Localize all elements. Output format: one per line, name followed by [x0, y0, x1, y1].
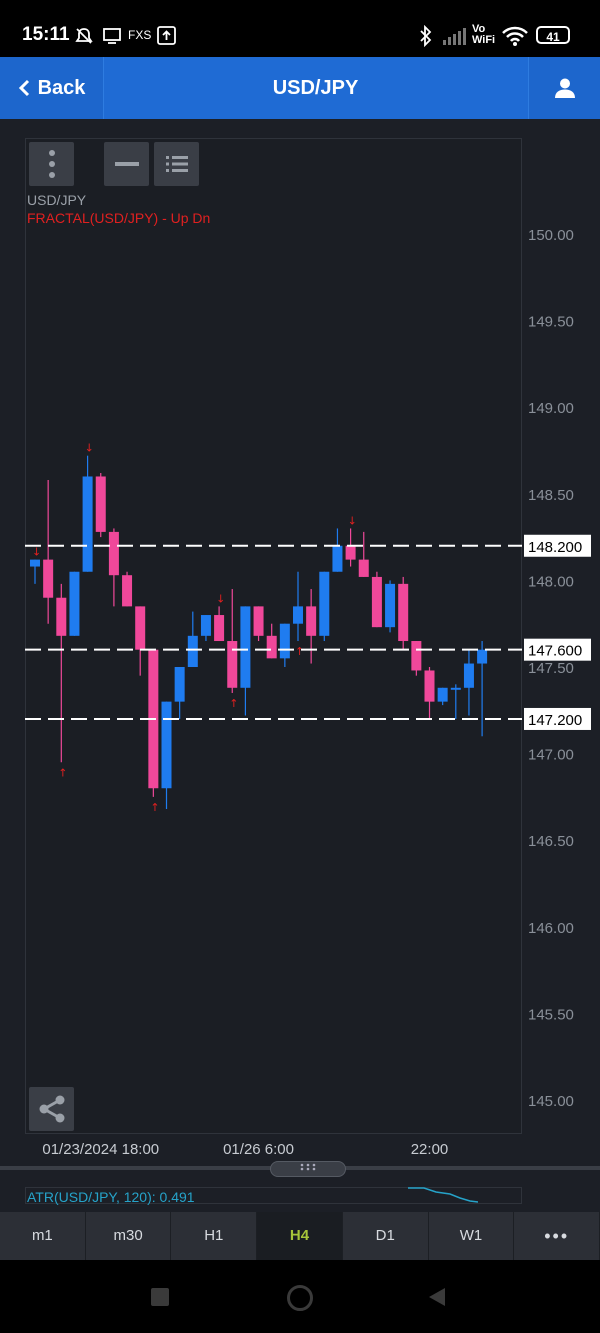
status-time: 15:11: [22, 24, 70, 45]
atr-panel: [25, 1187, 522, 1204]
chevron-left-icon: [18, 79, 29, 97]
tab-m1[interactable]: m1: [0, 1212, 86, 1260]
tab-m30[interactable]: m30: [85, 1212, 172, 1260]
account-button[interactable]: [528, 57, 600, 119]
tab-more[interactable]: •••: [514, 1212, 600, 1260]
tab-h4[interactable]: H4: [257, 1212, 343, 1260]
share-button[interactable]: [29, 1087, 74, 1131]
signal-icon: [443, 28, 466, 45]
line-tool-button[interactable]: [104, 142, 149, 186]
indicator-list-button[interactable]: [154, 142, 199, 186]
monitor-icon: [103, 28, 121, 44]
share-icon: [39, 1095, 64, 1123]
back-nav-icon[interactable]: [428, 1287, 446, 1307]
atr-line: [408, 1187, 478, 1203]
mute-icon: [75, 28, 93, 44]
system-nav-bar: [0, 1260, 600, 1333]
app-header: Back USD/JPY: [0, 57, 600, 120]
battery-indicator: 41: [536, 26, 570, 44]
back-button[interactable]: Back: [0, 57, 104, 119]
status-bar: 15:11 FXS Vo WiFi 41: [0, 0, 600, 57]
home-icon[interactable]: [286, 1284, 314, 1312]
page-title: USD/JPY: [272, 77, 359, 99]
recents-icon[interactable]: [151, 1288, 169, 1306]
status-carrier: FXS: [128, 28, 152, 42]
back-button-label: Back: [37, 76, 86, 99]
chart-menu-button[interactable]: [29, 142, 74, 186]
vowifi-indicator: Vo WiFi: [472, 23, 496, 46]
minus-icon: [114, 162, 139, 166]
grip-icon: [300, 1163, 316, 1171]
fractal-indicator-label: FRACTAL(USD/JPY) - Up Dn: [27, 210, 211, 226]
tab-w1[interactable]: W1: [428, 1212, 515, 1260]
tab-h1[interactable]: H1: [171, 1212, 258, 1260]
user-icon: [555, 78, 575, 98]
wifi-icon: [502, 26, 528, 46]
tab-d1[interactable]: D1: [342, 1212, 429, 1260]
splitter-handle[interactable]: [270, 1161, 346, 1177]
chart-symbol-label: USD/JPY: [27, 192, 87, 208]
upload-icon: [157, 26, 176, 45]
timeframe-tabs: m1 m30 H1 H4 D1 W1 •••: [0, 1212, 600, 1260]
bluetooth-icon: [420, 25, 432, 47]
atr-indicator-label: ATR(USD/JPY, 120): 0.491: [27, 1189, 195, 1205]
list-icon: [165, 156, 188, 172]
vertical-dots-icon: [48, 150, 55, 178]
chart-plot[interactable]: [25, 138, 522, 1134]
